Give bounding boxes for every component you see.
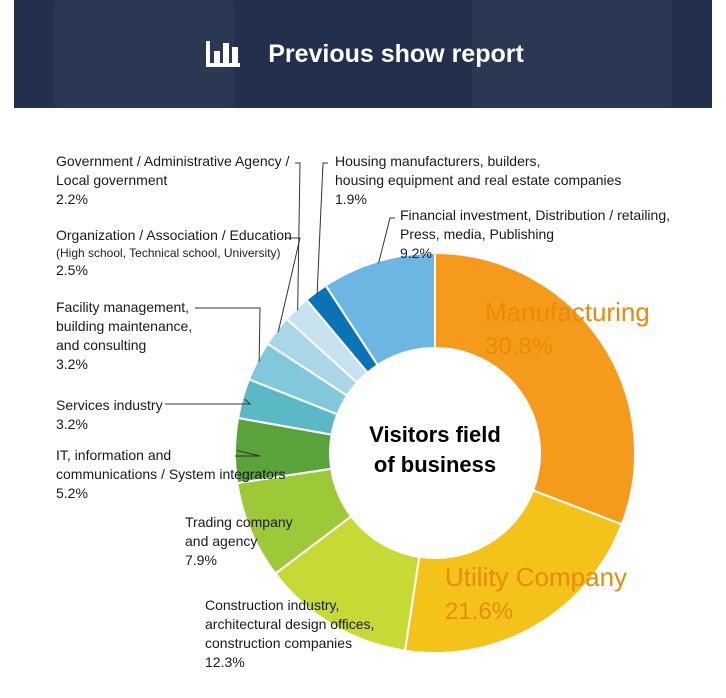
label-utility: Utility Company 21.6% bbox=[445, 563, 627, 628]
label-percent: 3.2% bbox=[56, 355, 276, 374]
label-text: Trading companyand agency bbox=[185, 514, 293, 549]
label-percent: 30.8% bbox=[485, 331, 650, 363]
label-text: IT, information andcommunications / Syst… bbox=[56, 447, 286, 482]
label-it: IT, information andcommunications / Syst… bbox=[56, 446, 306, 503]
label-financial: Financial investment, Distribution / ret… bbox=[400, 206, 720, 263]
label-government: Government / Administrative Agency /Loca… bbox=[56, 152, 316, 209]
label-title: Manufacturing bbox=[485, 298, 650, 327]
label-percent: 5.2% bbox=[56, 484, 306, 503]
leader-housing bbox=[317, 163, 328, 294]
label-trading: Trading companyand agency 7.9% bbox=[185, 513, 365, 570]
label-manufacturing: Manufacturing 30.8% bbox=[485, 298, 650, 363]
donut-chart: Visitors field of business Manufacturing… bbox=[0, 108, 726, 698]
label-services: Services industry 3.2% bbox=[56, 396, 256, 434]
slice-manufacturing bbox=[435, 253, 635, 524]
label-title: Utility Company bbox=[445, 563, 627, 592]
label-percent: 3.2% bbox=[56, 415, 256, 434]
label-percent: 2.5% bbox=[56, 261, 316, 280]
label-percent: 7.9% bbox=[185, 551, 365, 570]
bar-chart-icon bbox=[202, 33, 244, 75]
label-subtext: (High school, Technical school, Universi… bbox=[56, 245, 316, 261]
label-percent: 21.6% bbox=[445, 596, 627, 628]
label-percent: 9.2% bbox=[400, 244, 720, 263]
label-housing: Housing manufacturers, builders,housing … bbox=[335, 152, 655, 209]
label-organization: Organization / Association / Education (… bbox=[56, 226, 316, 280]
label-text: Construction industry,architectural desi… bbox=[205, 597, 374, 651]
label-text: Services industry bbox=[56, 397, 163, 413]
label-text: Organization / Association / Education bbox=[56, 227, 292, 243]
banner-content: Previous show report bbox=[202, 33, 524, 75]
label-construction: Construction industry,architectural desi… bbox=[205, 596, 425, 672]
label-text: Housing manufacturers, builders,housing … bbox=[335, 153, 621, 188]
chart-center-title: Visitors field of business bbox=[335, 420, 535, 479]
label-text: Government / Administrative Agency /Loca… bbox=[56, 153, 289, 188]
banner-title: Previous show report bbox=[268, 40, 524, 69]
label-percent: 12.3% bbox=[205, 653, 425, 672]
report-banner: Previous show report bbox=[14, 0, 712, 108]
center-title-line1: Visitors field bbox=[369, 422, 501, 447]
label-text: Financial investment, Distribution / ret… bbox=[400, 207, 670, 242]
label-facility: Facility management,building maintenance… bbox=[56, 298, 276, 374]
center-title-line2: of business bbox=[374, 452, 496, 477]
label-percent: 2.2% bbox=[56, 190, 316, 209]
label-text: Facility management,building maintenance… bbox=[56, 299, 192, 353]
